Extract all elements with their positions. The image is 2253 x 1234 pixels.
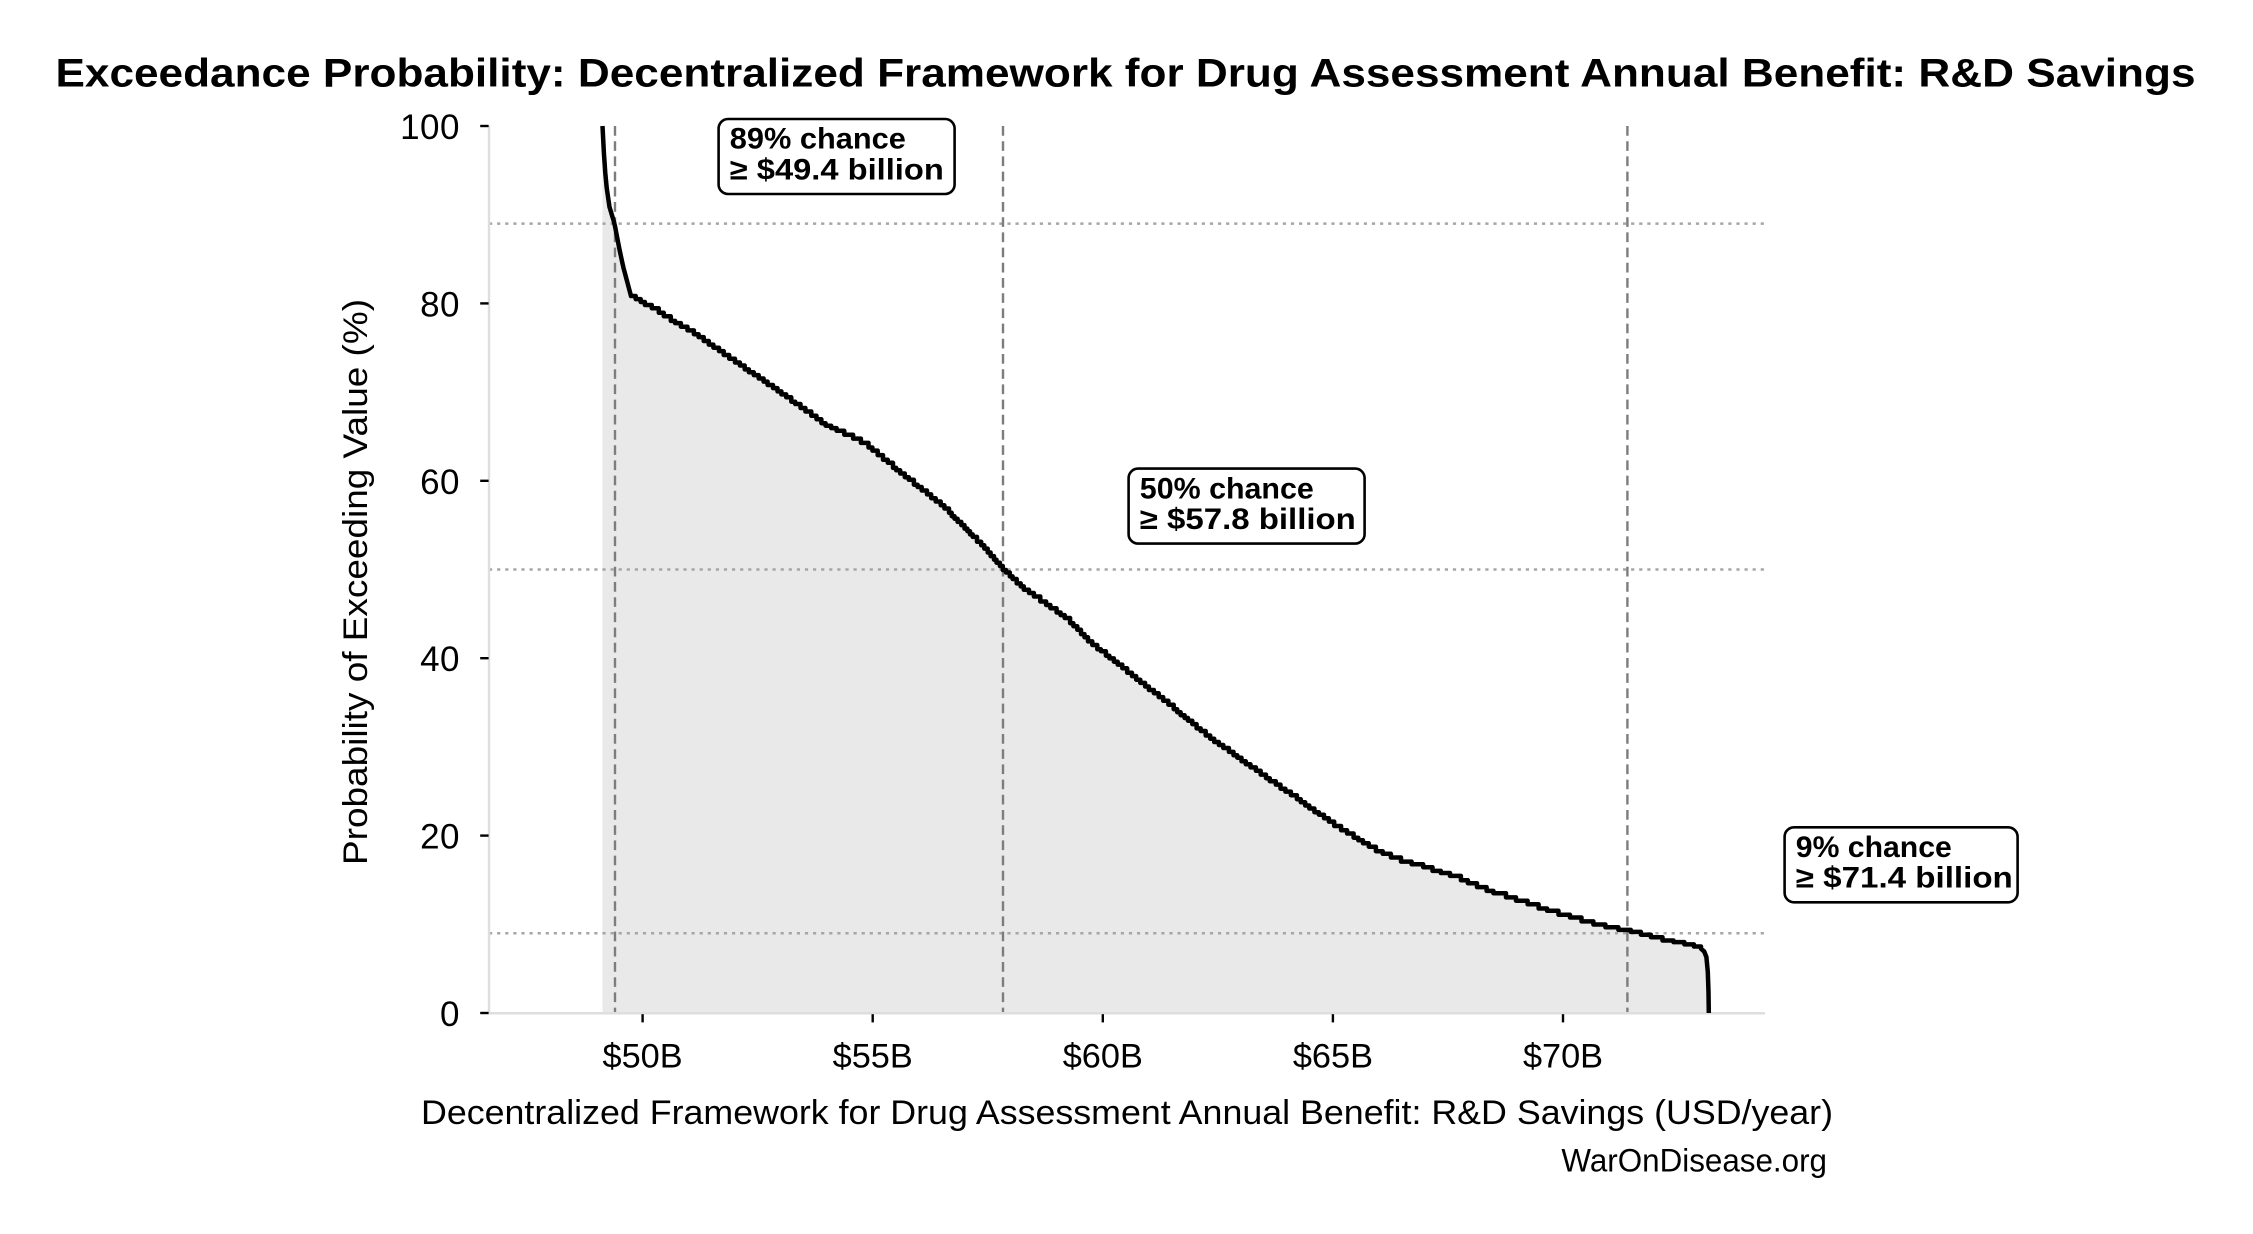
svg-text:20: 20 <box>420 818 460 857</box>
svg-text:$60B: $60B <box>1063 1037 1143 1075</box>
svg-text:Probability of Exceeding Value: Probability of Exceeding Value (%) <box>337 299 375 865</box>
svg-text:50% chance: 50% chance <box>1140 472 1314 505</box>
svg-text:Decentralized Framework for Dr: Decentralized Framework for Drug Assessm… <box>421 1094 1833 1132</box>
svg-text:WarOnDisease.org: WarOnDisease.org <box>1561 1143 1827 1179</box>
svg-text:≥ $49.4 billion: ≥ $49.4 billion <box>730 153 944 186</box>
svg-text:≥ $71.4 billion: ≥ $71.4 billion <box>1796 862 2013 895</box>
svg-text:$50B: $50B <box>603 1037 683 1075</box>
svg-text:$55B: $55B <box>833 1037 913 1075</box>
svg-text:Exceedance Probability: Decent: Exceedance Probability: Decentralized Fr… <box>56 52 2196 96</box>
svg-text:100: 100 <box>400 108 460 147</box>
svg-text:$70B: $70B <box>1523 1037 1603 1075</box>
svg-text:40: 40 <box>420 640 460 679</box>
svg-text:0: 0 <box>440 995 460 1034</box>
svg-text:89% chance: 89% chance <box>730 123 906 156</box>
svg-text:60: 60 <box>420 463 460 502</box>
svg-text:80: 80 <box>420 285 460 324</box>
svg-text:9% chance: 9% chance <box>1796 831 1952 864</box>
svg-text:≥ $57.8 billion: ≥ $57.8 billion <box>1140 503 1356 536</box>
svg-text:$65B: $65B <box>1293 1037 1373 1075</box>
